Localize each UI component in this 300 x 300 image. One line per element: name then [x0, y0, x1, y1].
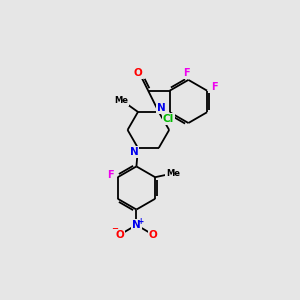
Text: F: F [183, 68, 189, 78]
Text: N: N [130, 147, 139, 157]
Text: O: O [115, 230, 124, 240]
Text: F: F [211, 82, 217, 92]
Text: +: + [137, 217, 143, 226]
Text: N: N [157, 103, 165, 113]
Text: N: N [132, 220, 141, 230]
Text: O: O [149, 230, 158, 240]
Text: Me: Me [166, 169, 180, 178]
Text: Cl: Cl [163, 114, 174, 124]
Text: Me: Me [114, 96, 128, 105]
Text: F: F [107, 170, 113, 180]
Text: O: O [134, 68, 142, 78]
Text: −: − [111, 224, 118, 233]
